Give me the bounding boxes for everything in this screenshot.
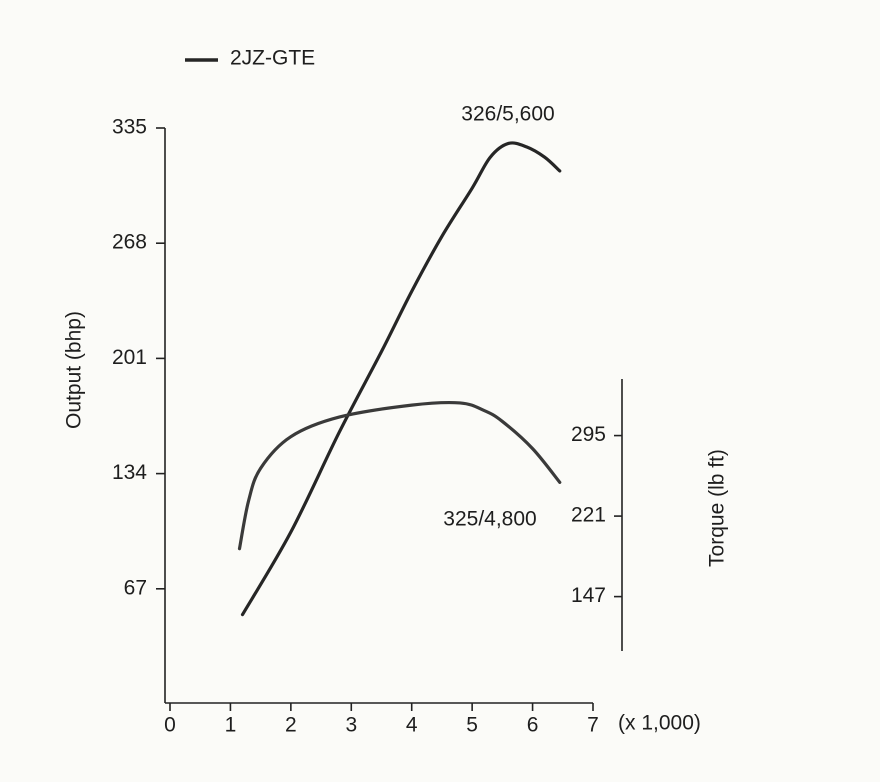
y2-tick-label: 295 xyxy=(571,423,606,446)
x-axis-label: (x 1,000) xyxy=(618,712,701,735)
y-tick-label: 201 xyxy=(112,346,147,369)
series-line xyxy=(237,400,562,551)
series-line xyxy=(240,141,562,617)
annotation: 326/5,600 xyxy=(461,103,554,126)
x-tick-label: 2 xyxy=(285,714,297,737)
x-tick-label: 7 xyxy=(587,714,599,737)
y2-axis-label: Torque (lb ft) xyxy=(706,449,729,567)
annotation: 325/4,800 xyxy=(443,508,536,531)
x-tick-label: 6 xyxy=(527,714,539,737)
y2-tick-label: 147 xyxy=(571,584,606,607)
legend-label: 2JZ-GTE xyxy=(230,47,315,70)
x-tick-label: 1 xyxy=(225,714,237,737)
y-tick-label: 335 xyxy=(112,116,147,139)
y-tick-label: 268 xyxy=(112,231,147,254)
x-tick-label: 0 xyxy=(164,714,176,737)
x-tick-label: 4 xyxy=(406,714,418,737)
y-tick-label: 134 xyxy=(112,461,147,484)
x-tick-label: 5 xyxy=(466,714,478,737)
y-tick-label: 67 xyxy=(124,576,147,599)
y2-tick-label: 221 xyxy=(571,504,606,527)
x-tick-label: 3 xyxy=(345,714,357,737)
y-axis-label: Output (bhp) xyxy=(63,311,86,429)
